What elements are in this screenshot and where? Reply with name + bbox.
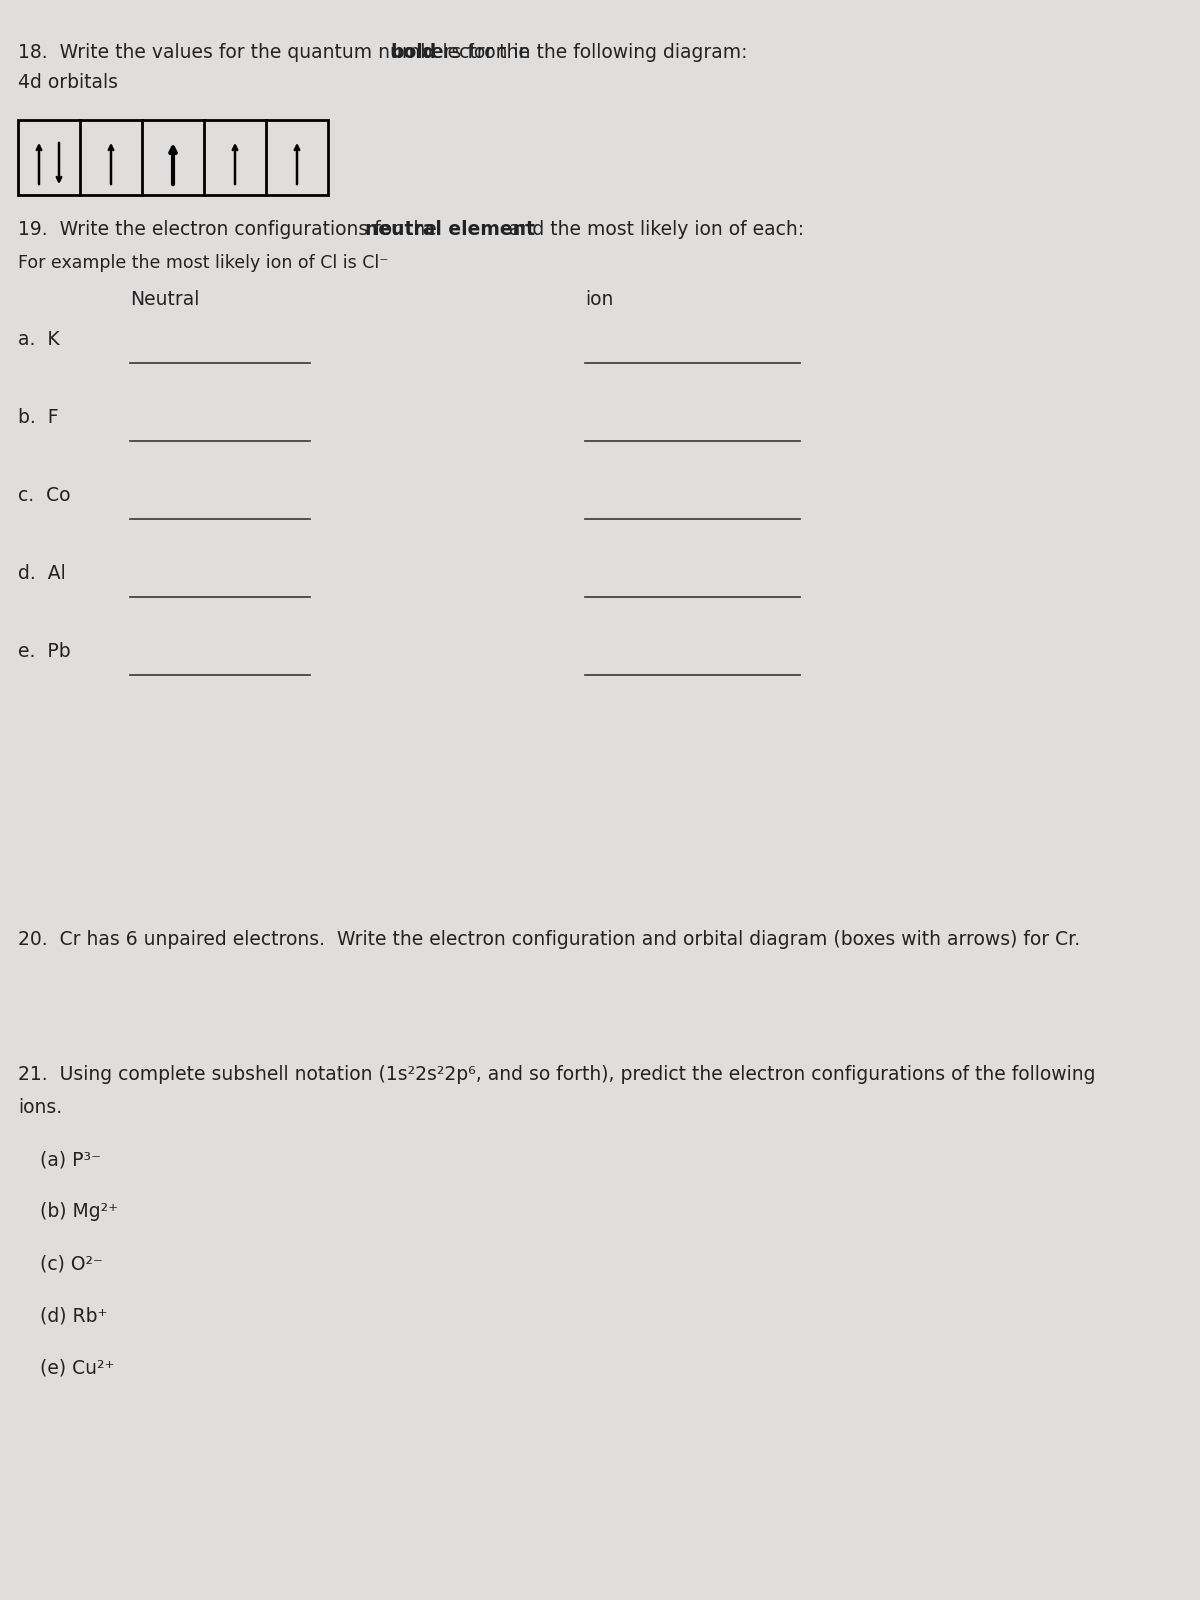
Text: 19.  Write the electron configurations for the: 19. Write the electron configurations fo… bbox=[18, 219, 443, 238]
Bar bbox=[18, 120, 328, 195]
Text: electron in the following diagram:: electron in the following diagram: bbox=[425, 43, 748, 62]
Text: (b) Mg²⁺: (b) Mg²⁺ bbox=[40, 1202, 118, 1221]
Text: For example the most likely ion of Cl is Cl⁻: For example the most likely ion of Cl is… bbox=[18, 254, 389, 272]
Text: c.  Co: c. Co bbox=[18, 486, 71, 506]
Text: neutral element: neutral element bbox=[365, 219, 535, 238]
Text: (d) Rb⁺: (d) Rb⁺ bbox=[40, 1306, 108, 1325]
Text: (e) Cu²⁺: (e) Cu²⁺ bbox=[40, 1358, 114, 1378]
Text: ions.: ions. bbox=[18, 1098, 62, 1117]
Text: 18.  Write the values for the quantum numbers for the: 18. Write the values for the quantum num… bbox=[18, 43, 536, 62]
Text: bold: bold bbox=[390, 43, 437, 62]
Text: b.  F: b. F bbox=[18, 408, 59, 427]
Text: e.  Pb: e. Pb bbox=[18, 642, 71, 661]
Text: d.  Al: d. Al bbox=[18, 565, 66, 582]
Text: Neutral: Neutral bbox=[130, 290, 199, 309]
Text: 20.  Cr has 6 unpaired electrons.  Write the electron configuration and orbital : 20. Cr has 6 unpaired electrons. Write t… bbox=[18, 930, 1080, 949]
Text: a.  K: a. K bbox=[18, 330, 60, 349]
Text: 4d orbitals: 4d orbitals bbox=[18, 74, 118, 91]
Text: ion: ion bbox=[586, 290, 613, 309]
Text: (c) O²⁻: (c) O²⁻ bbox=[40, 1254, 103, 1274]
Text: 21.  Using complete subshell notation (1s²2s²2p⁶, and so forth), predict the ele: 21. Using complete subshell notation (1s… bbox=[18, 1066, 1096, 1085]
Text: and the most likely ion of each:: and the most likely ion of each: bbox=[503, 219, 804, 238]
Text: (a) P³⁻: (a) P³⁻ bbox=[40, 1150, 101, 1170]
